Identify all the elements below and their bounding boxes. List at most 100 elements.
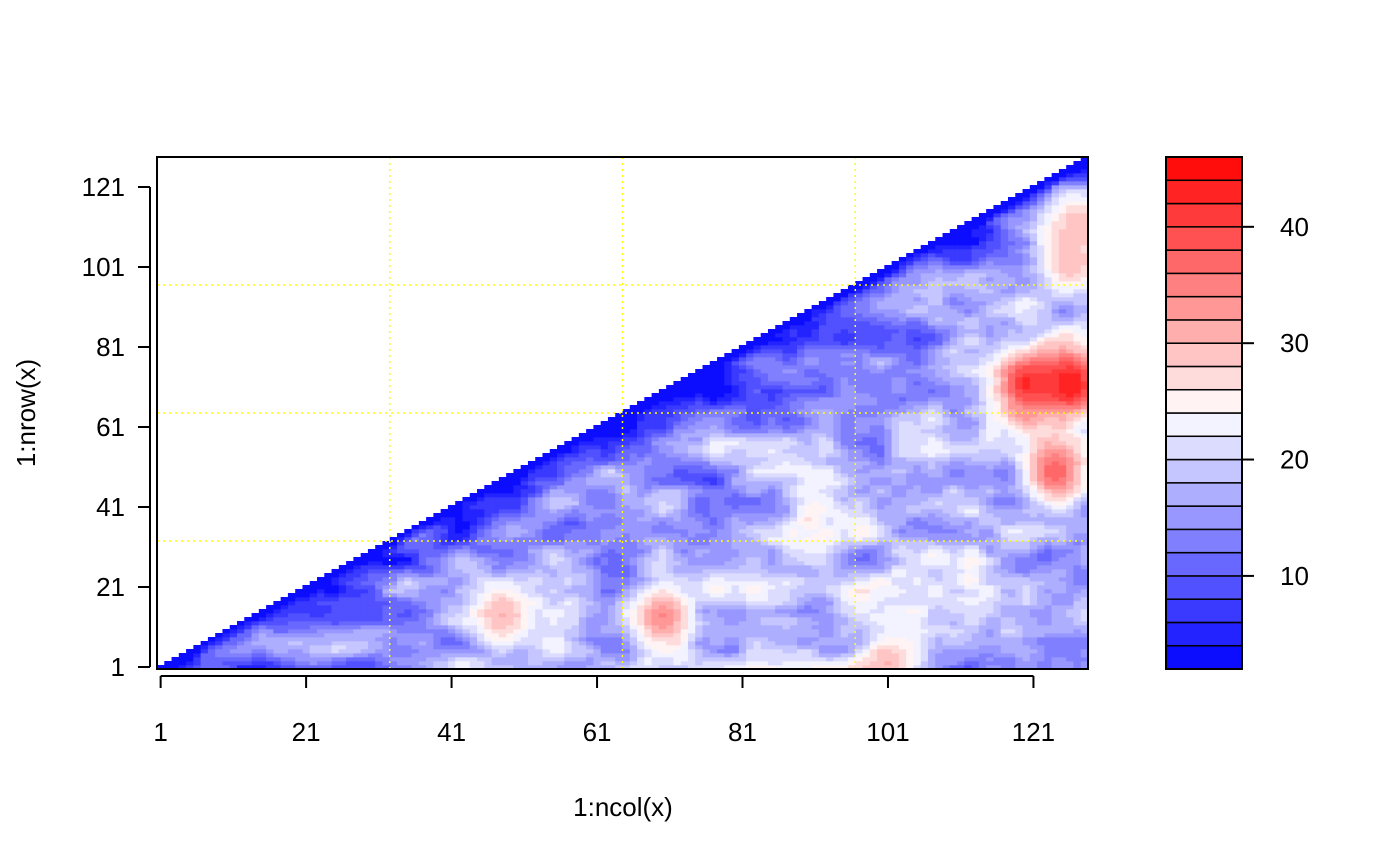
heatmap-cell [397,577,405,582]
heatmap-cell [782,425,791,430]
heatmap-cell [826,413,834,418]
heatmap-cell [644,629,652,634]
heatmap-cell [506,485,514,490]
heatmap-cell [680,421,689,426]
heatmap-cell [811,445,820,450]
heatmap-cell [498,581,507,586]
heatmap-cell [818,505,827,510]
heatmap-cell [869,349,878,354]
heatmap-cell [564,553,572,558]
heatmap-cell [229,653,238,658]
heatmap-cell [717,489,725,494]
heatmap-cell [433,529,442,534]
heatmap-cell [418,521,427,526]
heatmap-cell [637,453,645,458]
heatmap-cell [593,589,602,594]
heatmap-cell [535,577,543,582]
heatmap-cell [593,569,602,574]
heatmap-cell [818,461,827,466]
heatmap-cell [498,665,507,670]
heatmap-cell [557,633,565,638]
heatmap-cell [506,545,514,550]
heatmap-cell [629,449,638,454]
heatmap-cell [702,541,711,546]
heatmap-cell [535,509,543,514]
heatmap-cell [513,489,522,494]
heatmap-cell [527,573,536,578]
heatmap-cell [717,545,725,550]
heatmap-cell [593,473,602,478]
heatmap-cell [702,549,711,554]
heatmap-cell [542,617,551,622]
heatmap-cell [418,597,427,602]
heatmap-cell [797,653,805,658]
heatmap-cell [760,397,769,402]
heatmap-cell [644,489,652,494]
heatmap-cell [251,633,260,638]
heatmap-cell [207,661,216,666]
heatmap-cell [462,661,471,666]
heatmap-cell [637,649,645,654]
heatmap-cell [869,317,878,322]
heatmap-cell [811,401,820,406]
heatmap-cell [491,481,500,486]
heatmap-cell [557,557,565,562]
heatmap-cell [557,649,565,654]
heatmap-cell [673,509,682,514]
heatmap-cell [607,465,616,470]
heatmap-cell [709,561,718,566]
heatmap-cell [629,641,638,646]
heatmap-cell [869,509,878,514]
heatmap-cell [680,505,689,510]
heatmap-cell [760,545,769,550]
heatmap-cell [658,473,667,478]
heatmap-cell [186,653,194,658]
heatmap-cell [440,605,449,610]
heatmap-cell [484,597,492,602]
heatmap-cell [637,489,645,494]
heatmap-cell [491,649,500,654]
heatmap-cell [869,325,878,330]
heatmap-cell [666,577,674,582]
heatmap-cell [469,557,478,562]
heatmap-cell [382,629,391,634]
heatmap-cell [833,505,842,510]
heatmap-cell [855,313,863,318]
heatmap-cell [527,501,536,506]
heatmap-cell [804,597,812,602]
heatmap-cell [615,521,623,526]
heatmap-cell [717,597,725,602]
heatmap-cell [353,617,361,622]
heatmap-cell [237,665,245,670]
heatmap-cell [673,593,682,598]
heatmap-cell [709,665,718,670]
heatmap-cell [869,417,878,422]
heatmap-cell [527,485,536,490]
heatmap-cell [542,657,551,662]
heatmap-cell [513,641,522,646]
heatmap-cell [833,425,842,430]
heatmap-cell [869,493,878,498]
heatmap-cell [367,633,376,638]
heatmap-cell [760,665,769,670]
heatmap-cell [862,465,871,470]
heatmap-cell [607,617,616,622]
heatmap-cell [484,553,492,558]
heatmap-cell [695,601,703,606]
heatmap-cell [353,633,361,638]
heatmap-cell [433,617,442,622]
heatmap-cell [877,561,885,566]
heatmap-cell [440,573,449,578]
heatmap-cell [695,617,703,622]
heatmap-cell [440,521,449,526]
heatmap-cell [644,545,652,550]
heatmap-cell [280,649,289,654]
heatmap-cell [440,661,449,666]
heatmap-cell [353,585,361,590]
heatmap-cell [811,633,820,638]
heatmap-cell [564,609,572,614]
heatmap-cell [833,445,842,450]
heatmap-cell [615,573,623,578]
heatmap-cell [680,409,689,414]
heatmap-cell [367,649,376,654]
